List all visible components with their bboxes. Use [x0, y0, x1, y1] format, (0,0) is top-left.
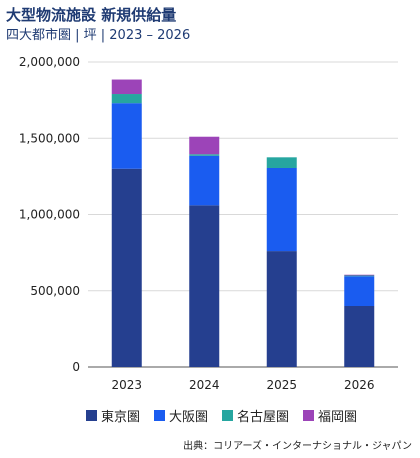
y-tick-label: 1,000,000 [19, 208, 80, 222]
legend-item-nagoya: 名古屋圏 [222, 406, 289, 425]
y-tick-label: 500,000 [30, 284, 80, 298]
x-tick-label: 2026 [344, 378, 375, 392]
bar-segment-fukuoka [111, 79, 142, 95]
bar-segment-tokyo [344, 306, 375, 367]
y-tick-label: 1,500,000 [19, 131, 80, 145]
bar-segment-tokyo [111, 168, 142, 367]
y-tick-label: 0 [72, 360, 80, 374]
x-tick-label: 2023 [111, 378, 142, 392]
legend-label-nagoya: 名古屋圏 [237, 410, 290, 425]
bar-segment-osaka [266, 167, 297, 252]
x-tick-label: 2025 [266, 378, 297, 392]
x-tick-label: 2024 [189, 378, 220, 392]
bar-segment-fukuoka [344, 274, 375, 276]
bar-segment-osaka [111, 103, 142, 169]
legend: 東京圏 大阪圏 名古屋圏 福岡圏 [86, 406, 357, 425]
bar-segment-nagoya [111, 94, 142, 104]
bar-segment-tokyo [189, 205, 220, 367]
legend-item-tokyo: 東京圏 [86, 406, 140, 425]
y-tick-label: 2,000,000 [19, 55, 80, 69]
source-note: 出典：コリアーズ・インターナショナル・ジャパン [183, 441, 412, 452]
bar-segment-nagoya [344, 275, 375, 277]
bar-segment-tokyo [266, 251, 297, 367]
legend-item-osaka: 大阪圏 [154, 406, 208, 425]
bar-segment-nagoya [266, 157, 297, 168]
legend-item-fukuoka: 福岡圏 [303, 406, 357, 425]
legend-swatch-nagoya [222, 410, 234, 421]
legend-label-fukuoka: 福岡圏 [318, 410, 358, 425]
legend-label-osaka: 大阪圏 [169, 410, 209, 425]
stacked-bar-chart: 0 500,000 1,000,000 1,500,000 2,000,000 2023 2… [19, 55, 398, 392]
bar-segment-nagoya [189, 154, 220, 156]
legend-swatch-fukuoka [303, 410, 315, 421]
legend-swatch-osaka [154, 410, 166, 421]
legend-swatch-tokyo [86, 410, 97, 421]
chart-subtitle: 四大都市圏 | 坪 | 2023 – 2026 [6, 28, 191, 43]
chart-title: 大型物流施設 新規供給量 [6, 6, 177, 24]
bar-segment-fukuoka [189, 136, 220, 155]
bar-segment-osaka [344, 276, 375, 306]
legend-label-tokyo: 東京圏 [101, 410, 141, 425]
bar-segment-osaka [189, 155, 220, 206]
